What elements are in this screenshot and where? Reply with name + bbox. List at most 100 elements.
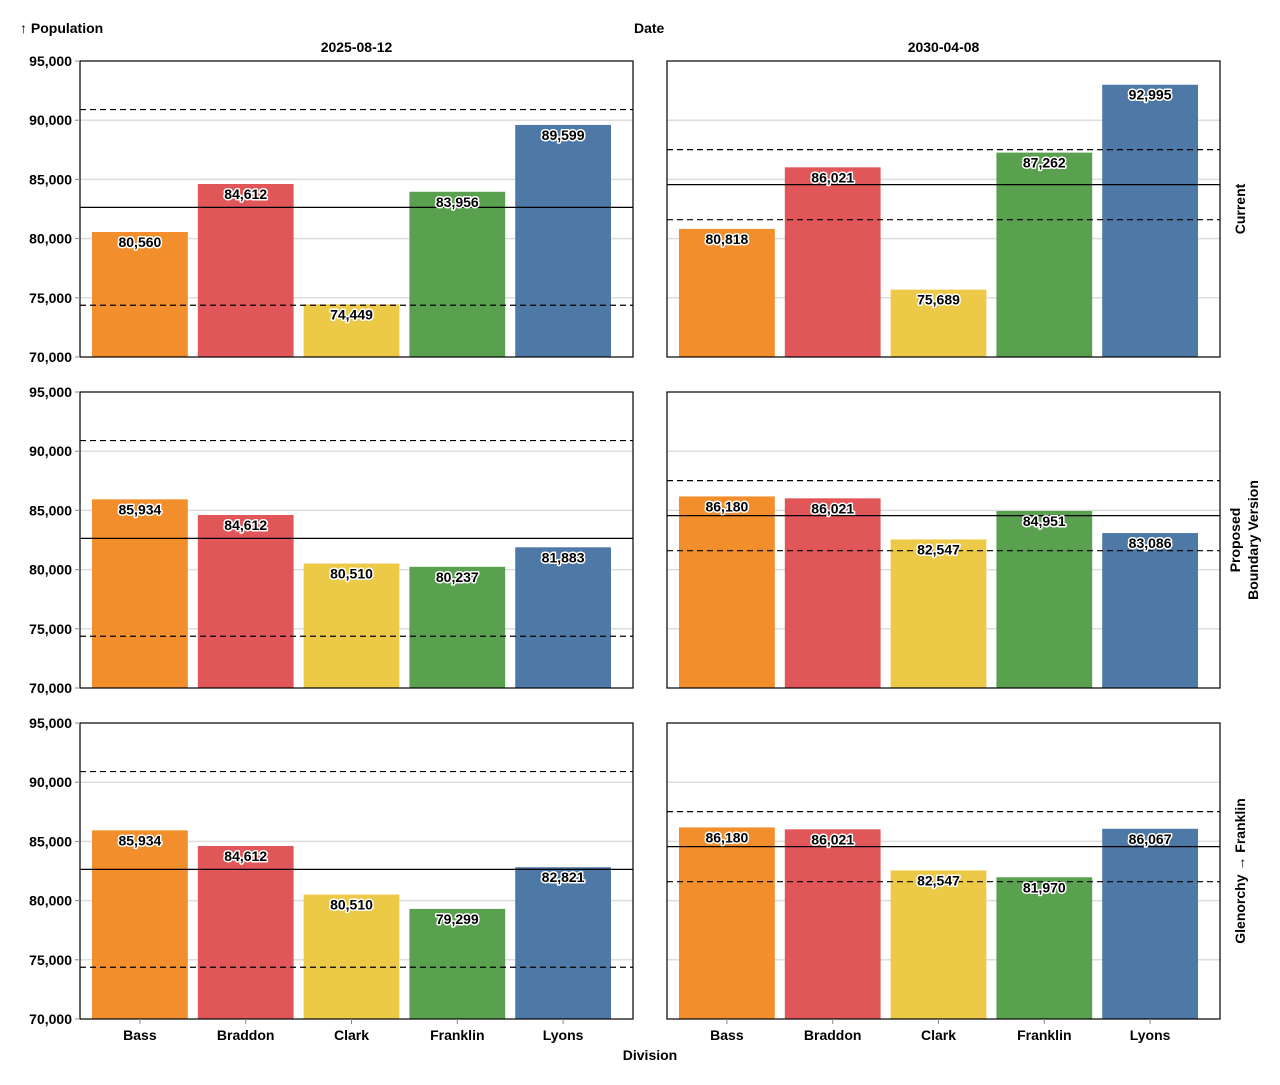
- bar-bass: [679, 228, 775, 357]
- bar-clark: [890, 289, 987, 357]
- bar-bass: [679, 827, 775, 1019]
- bar-lyons: [515, 124, 611, 357]
- x-axis-title: Division: [623, 1047, 677, 1063]
- y-tick-label: 70,000: [29, 680, 72, 696]
- bar-braddon: [784, 167, 881, 357]
- bar-value-label: 84,951: [1023, 513, 1066, 529]
- panel-frame: [666, 391, 1221, 689]
- bar-value-label: 83,956: [436, 194, 479, 210]
- y-axis-title: ↑ Population: [20, 20, 103, 36]
- bar-clark: [303, 894, 400, 1019]
- bar-clark: [890, 539, 987, 688]
- bar-franklin: [996, 877, 1093, 1019]
- row-title: Glenorchy → Franklin: [1232, 798, 1248, 943]
- bar-lyons: [1102, 828, 1198, 1019]
- facet-panel: 80,560 84,612 74,449 83,956 89,599 70,000 75,0…: [29, 53, 634, 365]
- row-title-group: Current: [1232, 183, 1248, 234]
- x-tick-label: Clark: [921, 1027, 956, 1043]
- bar-bass: [679, 496, 775, 688]
- facet-panel: 86,180 86,021 82,547 81,970 86,067 Bass Braddo…: [666, 722, 1221, 1043]
- y-tick-label: 95,000: [29, 53, 72, 69]
- x-tick-label: Braddon: [804, 1027, 862, 1043]
- column-title: 2025-08-12: [321, 39, 393, 55]
- bar-value-label: 92,995: [1129, 87, 1172, 103]
- bar-value-label: 80,818: [705, 231, 748, 247]
- bar-value-label: 75,689: [917, 292, 960, 308]
- bar-lyons: [1102, 84, 1198, 357]
- bar-value-label: 80,560: [118, 234, 161, 250]
- bar-lyons: [515, 867, 611, 1019]
- bar-value-label: 86,180: [705, 829, 748, 845]
- y-tick-label: 95,000: [29, 384, 72, 400]
- y-tick-label: 70,000: [29, 349, 72, 365]
- bar-value-label: 74,449: [330, 306, 373, 322]
- x-tick-label: Clark: [334, 1027, 369, 1043]
- y-tick-label: 75,000: [29, 952, 72, 968]
- bar-value-label: 84,612: [224, 848, 267, 864]
- y-tick-label: 75,000: [29, 621, 72, 637]
- bar-value-label: 79,299: [436, 911, 479, 927]
- y-tick-label: 90,000: [29, 774, 72, 790]
- bar-clark: [303, 563, 400, 688]
- bar-braddon: [197, 183, 294, 357]
- panel-frame: [79, 722, 634, 1020]
- row-header-title: Boundary Version: [1245, 480, 1261, 600]
- facet-panel: 85,934 84,612 80,510 79,299 82,821 70,000 75,0…: [29, 715, 634, 1043]
- bar-value-label: 87,262: [1023, 155, 1066, 171]
- bar-value-label: 84,612: [224, 186, 267, 202]
- column-header-title: Date: [634, 20, 665, 36]
- bar-value-label: 85,934: [118, 501, 161, 517]
- bar-value-label: 86,021: [811, 500, 854, 516]
- bar-braddon: [197, 845, 294, 1019]
- bar-value-label: 86,180: [705, 498, 748, 514]
- bar-franklin: [409, 908, 506, 1019]
- bar-value-label: 80,510: [330, 897, 373, 913]
- x-tick-label: Lyons: [1130, 1027, 1171, 1043]
- bar-value-label: 84,612: [224, 517, 267, 533]
- bar-bass: [92, 231, 188, 357]
- y-tick-label: 85,000: [29, 171, 72, 187]
- bar-value-label: 82,547: [917, 872, 960, 888]
- facet-grid: 2025-08-12 2030-04-08 Current Proposed Bound…: [29, 39, 1261, 1043]
- facet-panel: 80,818 86,021 75,689 87,262 92,995: [666, 60, 1221, 358]
- bar-clark: [890, 870, 987, 1019]
- y-tick-label: 70,000: [29, 1011, 72, 1027]
- x-tick-label: Lyons: [543, 1027, 584, 1043]
- facet-panel: 86,180 86,021 82,547 84,951 83,086: [666, 391, 1221, 689]
- facet-panel: 85,934 84,612 80,510 80,237 81,883 70,000 75,0…: [29, 384, 634, 696]
- bar-value-label: 86,067: [1129, 831, 1172, 847]
- row-title: Current: [1232, 183, 1248, 234]
- bar-franklin: [996, 152, 1093, 357]
- x-tick-label: Bass: [710, 1027, 744, 1043]
- y-tick-label: 85,000: [29, 833, 72, 849]
- bar-value-label: 81,970: [1023, 879, 1066, 895]
- bar-value-label: 82,547: [917, 541, 960, 557]
- y-tick-label: 75,000: [29, 290, 72, 306]
- x-tick-label: Braddon: [217, 1027, 275, 1043]
- x-tick-label: Franklin: [1017, 1027, 1071, 1043]
- y-tick-label: 90,000: [29, 112, 72, 128]
- bar-braddon: [197, 514, 294, 688]
- bar-value-label: 89,599: [542, 127, 585, 143]
- bar-value-label: 83,086: [1129, 535, 1172, 551]
- bar-franklin: [409, 566, 506, 688]
- bar-value-label: 80,510: [330, 566, 373, 582]
- bar-braddon: [784, 498, 881, 688]
- panel-frame: [666, 60, 1221, 358]
- bar-clark: [303, 304, 400, 357]
- bar-bass: [92, 830, 188, 1019]
- y-tick-label: 80,000: [29, 231, 72, 247]
- row-title: Proposed: [1227, 508, 1243, 573]
- bar-lyons: [1102, 533, 1198, 688]
- panel-frame: [79, 391, 634, 689]
- bar-value-label: 81,883: [542, 549, 585, 565]
- column-title: 2030-04-08: [908, 39, 980, 55]
- bar-value-label: 80,237: [436, 569, 479, 585]
- bar-value-label: 82,821: [542, 869, 585, 885]
- y-tick-label: 85,000: [29, 502, 72, 518]
- panel-frame: [666, 722, 1221, 1020]
- bar-lyons: [515, 547, 611, 688]
- row-title-group: Proposed Boundary Version: [1227, 480, 1261, 600]
- bar-value-label: 85,934: [118, 832, 161, 848]
